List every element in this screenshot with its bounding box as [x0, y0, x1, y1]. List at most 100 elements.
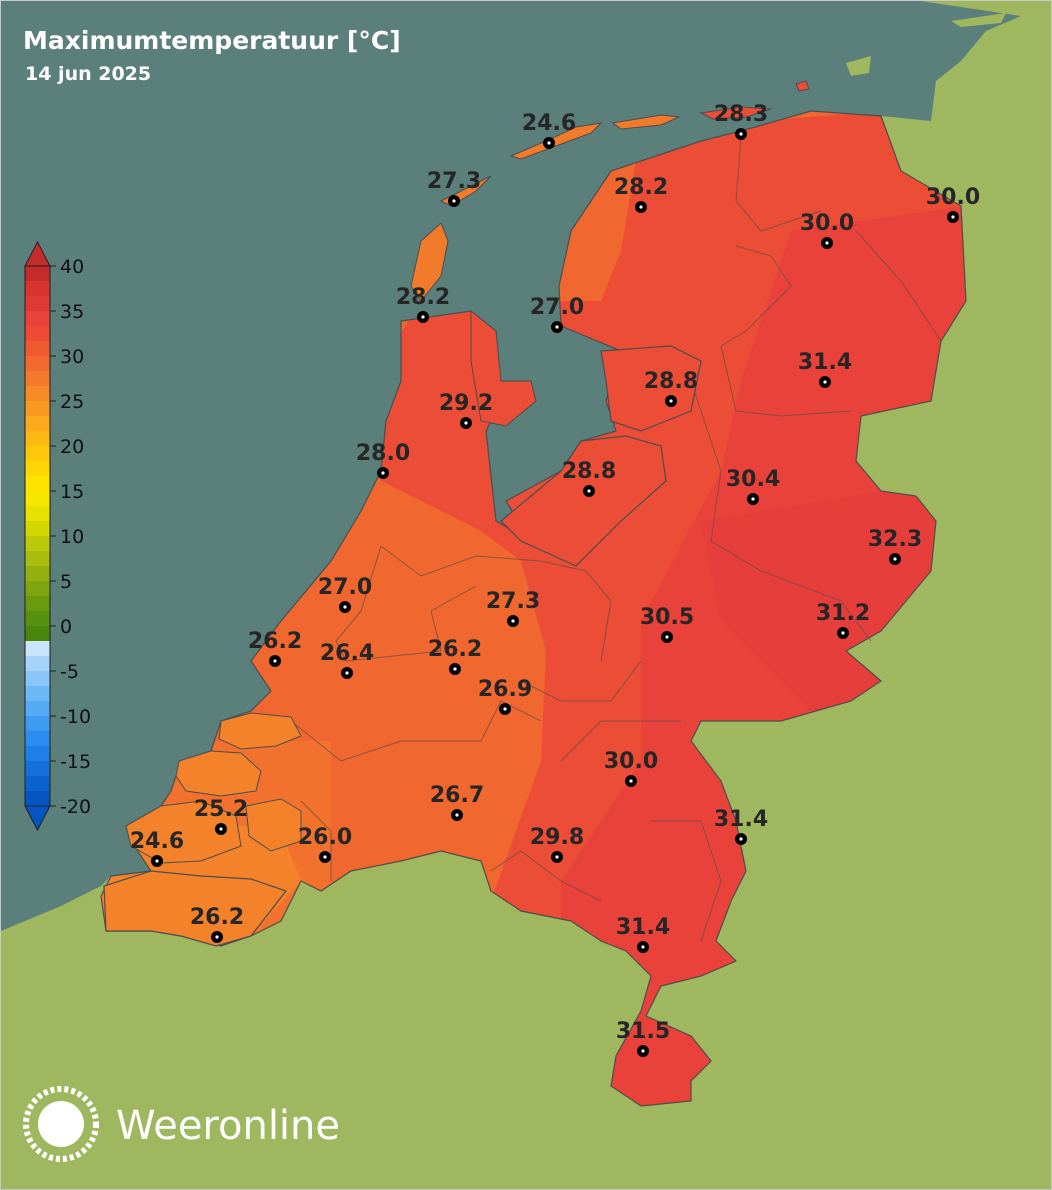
- station-marker[interactable]: 26.2: [428, 637, 482, 675]
- legend-tick-label: 20: [60, 436, 84, 458]
- island-ameland: [699, 106, 772, 120]
- station-marker[interactable]: 30.0: [926, 185, 980, 223]
- station-marker[interactable]: 30.5: [640, 605, 694, 643]
- station-dot-center: [453, 667, 457, 671]
- station-dot-center: [503, 707, 507, 711]
- island-rottumeroog: [795, 80, 810, 92]
- station-marker[interactable]: 27.0: [530, 295, 584, 333]
- station-marker[interactable]: 29.8: [530, 825, 584, 863]
- islet-north: [951, 13, 1006, 27]
- station-marker[interactable]: 28.2: [396, 285, 450, 323]
- station-marker[interactable]: 28.0: [356, 441, 410, 479]
- station-temperature: 30.4: [726, 467, 780, 492]
- station-temperature: 28.2: [614, 175, 668, 200]
- station-marker[interactable]: 28.2: [614, 175, 668, 213]
- legend-swatch: [25, 641, 50, 657]
- station-layer: 24.6 28.3 27.3 28.2 30.0 30.0 28.2 27.0 31.4 28.8…: [130, 102, 980, 1057]
- station-marker[interactable]: 31.4: [616, 915, 670, 953]
- station-dot-center: [381, 471, 385, 475]
- legend-swatch: [25, 656, 50, 672]
- station-marker[interactable]: 32.3: [868, 527, 922, 565]
- station-marker[interactable]: 31.5: [616, 1019, 670, 1057]
- station-marker[interactable]: 26.9: [478, 677, 532, 715]
- station-marker[interactable]: 26.2: [190, 905, 244, 943]
- station-dot-center: [219, 827, 223, 831]
- legend-swatch: [25, 566, 50, 582]
- station-temperature: 26.2: [248, 629, 302, 654]
- station-marker[interactable]: 28.3: [714, 102, 768, 140]
- station-temperature: 31.4: [714, 807, 768, 832]
- station-temperature: 25.2: [194, 797, 248, 822]
- station-temperature: 31.5: [616, 1019, 670, 1044]
- legend-swatch: [25, 446, 50, 462]
- legend-swatch: [25, 761, 50, 777]
- station-marker[interactable]: 28.8: [644, 369, 698, 407]
- legend-tick-label: 40: [60, 256, 84, 278]
- station-dot-center: [641, 1049, 645, 1053]
- station-marker[interactable]: 30.0: [800, 211, 854, 249]
- station-marker[interactable]: 30.4: [726, 467, 780, 505]
- flevoland: [500, 435, 667, 567]
- station-marker[interactable]: 31.4: [798, 350, 852, 388]
- legend-tick-label: -10: [60, 706, 91, 728]
- station-marker[interactable]: 30.0: [604, 749, 658, 787]
- station-marker[interactable]: 24.6: [130, 829, 184, 867]
- station-marker[interactable]: 27.3: [486, 589, 540, 627]
- station-marker[interactable]: 26.2: [248, 629, 302, 667]
- legend-swatch: [25, 596, 50, 612]
- station-temperature: 26.9: [478, 677, 532, 702]
- temperature-legend: 40 35 30 25 20 15 10 5 0 -5 -10 -15 -20: [24, 240, 91, 832]
- station-dot-center: [629, 779, 633, 783]
- station-marker[interactable]: 25.2: [194, 797, 248, 835]
- station-temperature: 30.0: [604, 749, 658, 774]
- station-dot-center: [555, 325, 559, 329]
- station-temperature: 28.2: [396, 285, 450, 310]
- station-marker[interactable]: 26.7: [430, 783, 484, 821]
- station-marker[interactable]: 31.4: [714, 807, 768, 845]
- station-dot-center: [823, 380, 827, 384]
- legend-swatch: [25, 461, 50, 477]
- legend-tick-label: 35: [60, 301, 84, 323]
- station-temperature: 24.6: [522, 111, 576, 136]
- station-dot-center: [511, 619, 515, 623]
- station-dot-center: [751, 497, 755, 501]
- station-marker[interactable]: 26.0: [298, 825, 352, 863]
- station-marker[interactable]: 27.3: [427, 169, 481, 207]
- station-dot-center: [555, 855, 559, 859]
- station-dot-center: [547, 141, 551, 145]
- legend-swatch: [25, 341, 50, 357]
- legend-swatch: [25, 491, 50, 507]
- station-marker[interactable]: 26.4: [320, 641, 374, 679]
- map-title: Maximumtemperatuur [°C]: [23, 26, 401, 55]
- station-temperature: 31.2: [816, 601, 870, 626]
- station-marker[interactable]: 24.6: [522, 111, 576, 149]
- station-marker[interactable]: 28.8: [562, 459, 616, 497]
- legend-swatch: [25, 266, 50, 282]
- sun-logo-icon: [23, 1086, 99, 1162]
- legend-swatch: [25, 326, 50, 342]
- legend-swatch: [25, 431, 50, 447]
- legend-tick-label: 30: [60, 346, 84, 368]
- station-dot-center: [641, 945, 645, 949]
- legend-swatch: [25, 716, 50, 732]
- legend-swatch: [25, 551, 50, 567]
- station-dot-center: [825, 241, 829, 245]
- station-temperature: 29.8: [530, 825, 584, 850]
- legend-tick-label: 15: [60, 481, 84, 503]
- brand-logo: Weeronline: [23, 1086, 340, 1162]
- brand-name: Weeronline: [116, 1103, 340, 1149]
- province-borders: [290, 135, 942, 942]
- station-temperature: 28.8: [644, 369, 698, 394]
- station-dot-center: [587, 489, 591, 493]
- station-marker[interactable]: 29.2: [439, 391, 493, 429]
- legend-swatch: [25, 581, 50, 597]
- legend-swatch: [25, 791, 50, 807]
- legend-swatch: [25, 701, 50, 717]
- station-marker[interactable]: 31.2: [816, 601, 870, 639]
- station-marker[interactable]: 27.0: [318, 575, 372, 613]
- station-dot-center: [893, 557, 897, 561]
- station-temperature: 28.3: [714, 102, 768, 127]
- station-temperature: 26.7: [430, 783, 484, 808]
- legend-tick-label: 0: [60, 616, 72, 638]
- legend-swatch: [25, 476, 50, 492]
